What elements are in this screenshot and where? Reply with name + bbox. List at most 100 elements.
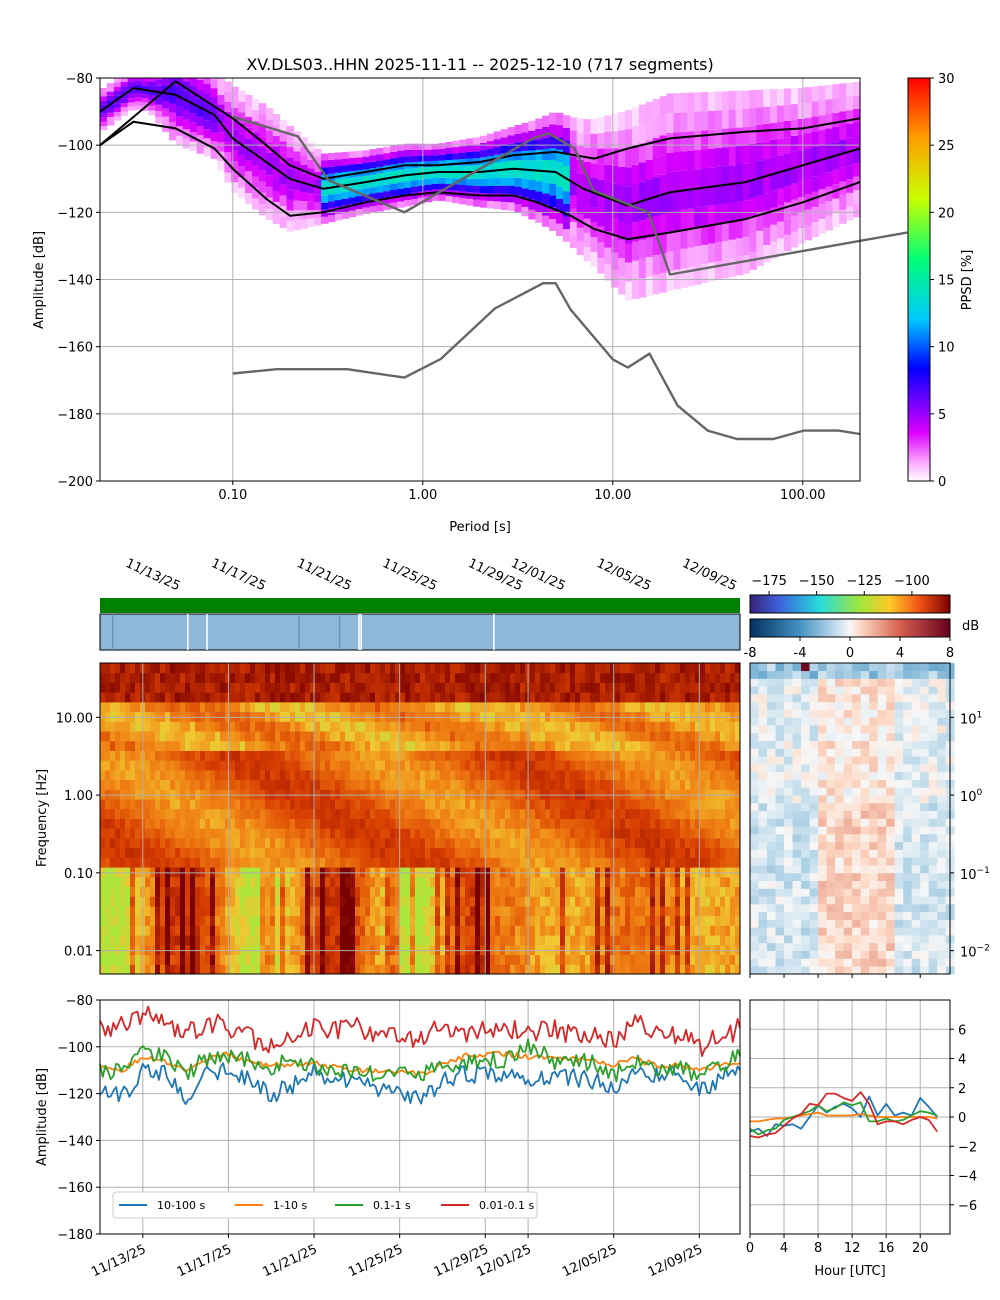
spectrogram-cell [520, 750, 526, 761]
spectrogram-cell [370, 857, 376, 868]
spectrogram-cell [315, 779, 321, 790]
spectrogram-cell [550, 672, 556, 683]
spectrogram-cell [590, 857, 596, 868]
spectrogram-cell [435, 711, 441, 722]
spectrogram-cell [145, 886, 151, 897]
ppsd-density-cell [210, 123, 219, 133]
spectrogram-cell [105, 818, 111, 829]
spectrogram-cell [345, 837, 351, 849]
spectrogram-cell [120, 789, 126, 800]
spectrogram-cell [500, 750, 506, 761]
spectrogram-cell [640, 663, 646, 674]
spectrogram-cell [475, 799, 481, 810]
ppsd-density-cell [542, 137, 550, 149]
ppsd-density-cell [397, 188, 405, 196]
spectrogram-cell [130, 857, 136, 868]
spectrogram-cell [225, 954, 231, 965]
spectrogram-cell [255, 876, 261, 888]
ppsd-density-cell [680, 170, 688, 191]
spectrogram-cell [610, 847, 616, 858]
spectrogram-cell [565, 867, 571, 878]
spectrogram-cell [250, 682, 256, 693]
spectrogram-cell [615, 663, 621, 674]
spectrogram-cell [530, 740, 536, 751]
spectrogram-cell [530, 925, 536, 936]
spectrogram-cells [100, 663, 741, 975]
ppsd-density-cell [680, 229, 688, 249]
spectrogram-cell [470, 769, 476, 781]
ppsd-curve-percentile-high [99, 80, 861, 180]
ppsd-density-cell [265, 152, 274, 165]
spectrogram-cell [215, 692, 221, 703]
spectrogram-cell [385, 692, 391, 703]
spectrogram-cell [170, 944, 176, 956]
ppsd-density-cell [680, 151, 688, 171]
spectrogram-cell [180, 925, 186, 936]
spectrogram-cell [680, 711, 686, 722]
spectrogram-cell [490, 779, 496, 790]
spectrogram-cell [430, 760, 436, 771]
ppsd-density-cell [321, 181, 329, 189]
spectrogram-cell [575, 818, 581, 829]
spectrogram-cell [520, 789, 526, 800]
spectrogram-cell [545, 847, 551, 858]
spectrogram-cell [380, 847, 386, 858]
spectrogram-cell [340, 731, 346, 742]
spectrogram-cell [345, 828, 351, 839]
ppsd-density-cell [362, 188, 371, 195]
ppsd-density-cell [431, 155, 440, 161]
spectrogram-cell [530, 905, 536, 917]
spectrogram-cell [410, 828, 416, 839]
spectrogram-cell [520, 828, 526, 839]
spectrogram-cell [470, 935, 476, 946]
spectrogram-cell [290, 701, 296, 713]
spectrogram-cell [615, 701, 621, 713]
spectrogram-cell [220, 857, 226, 868]
ppsd-density-cell [569, 130, 578, 144]
spectrogram-cell [530, 886, 536, 897]
spectrogram-cell [425, 964, 431, 975]
spectrogram-cell [655, 905, 661, 917]
spectrogram-cell [115, 896, 121, 907]
ppsd-density-cell [134, 80, 143, 85]
spectrogram-cell [375, 808, 381, 819]
spectrogram-cell [175, 876, 181, 888]
spectrogram-cell [485, 886, 491, 897]
spectrogram-cell [105, 701, 111, 713]
spectrogram-cell [170, 731, 176, 742]
ppsd-density-cell [535, 128, 543, 140]
spectrogram-cell [330, 876, 336, 888]
spectrogram-cell [470, 740, 476, 751]
spectrogram-cell [660, 663, 666, 674]
spectrogram-cell [640, 944, 646, 956]
ppsd-density-cell [756, 125, 764, 143]
spectrogram-cell [210, 944, 216, 956]
spectrogram-cell [205, 769, 211, 781]
spectrogram-cell [130, 944, 136, 956]
spectrogram-cell [470, 925, 476, 936]
spectrogram-cell [390, 837, 396, 849]
spectrogram-cell [575, 769, 581, 781]
spectrogram-cell [400, 701, 406, 713]
ppsd-density-cell [258, 125, 267, 137]
spectrogram-cell [320, 779, 326, 790]
ppsd-density-cell [846, 124, 854, 138]
ppsd-density-cell [721, 259, 730, 279]
spectrogram-cell [215, 818, 221, 829]
spectrogram-cell [385, 672, 391, 683]
spectrogram-cell [135, 886, 141, 897]
spectrogram-cell [150, 828, 156, 839]
spectrogram-cell [330, 935, 336, 946]
ppsd-density-cell [390, 196, 398, 203]
spectrogram-cell [125, 779, 131, 790]
spectrogram-cell [205, 944, 211, 956]
spectrogram-cell [195, 740, 201, 751]
spectrogram-cell [380, 915, 386, 926]
spectrogram-cell [210, 711, 216, 722]
spectrogram-cell [210, 915, 216, 926]
ppsd-density-cell [714, 261, 723, 280]
ppsd-density-cell [217, 104, 225, 114]
spectrogram-cell [530, 779, 536, 790]
spectrogram-cell [250, 711, 256, 722]
spectrogram-cell [575, 935, 581, 946]
